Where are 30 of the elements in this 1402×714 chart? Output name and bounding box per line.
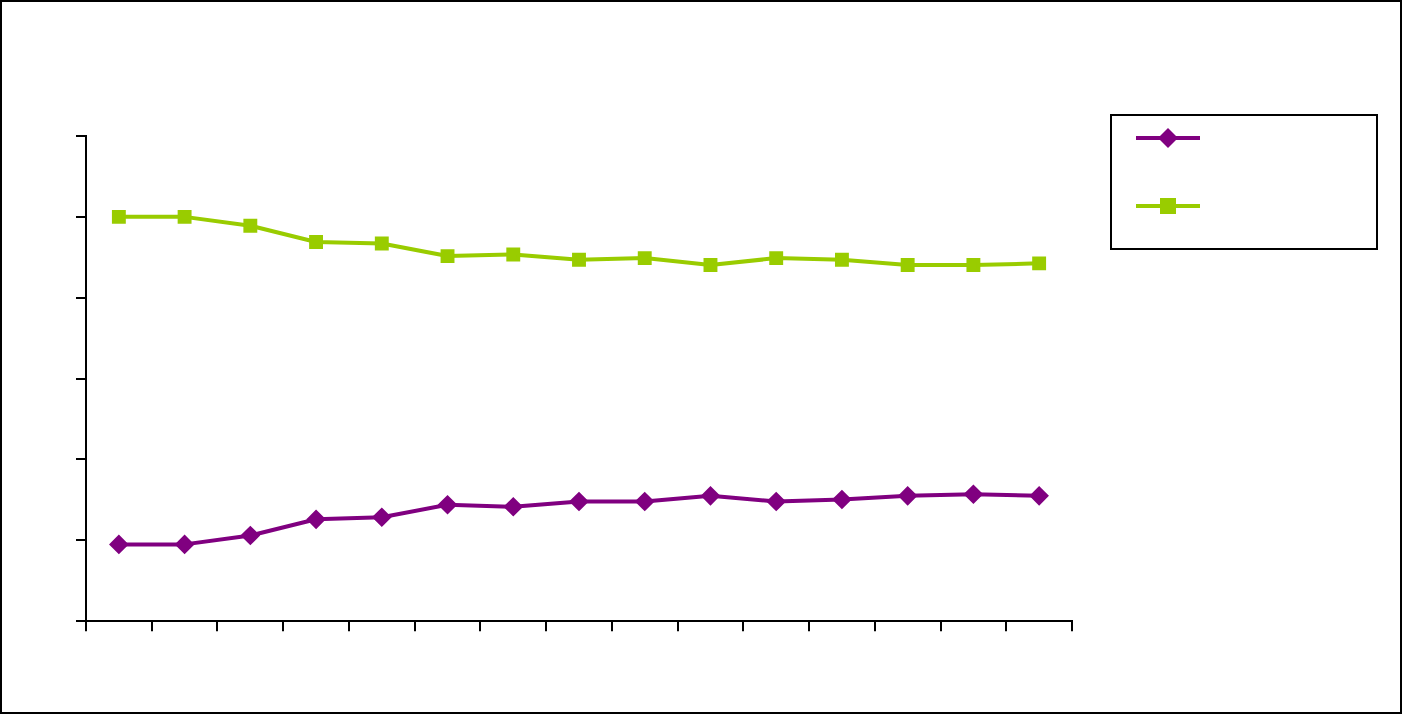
point bbox=[572, 252, 586, 267]
point bbox=[900, 258, 915, 272]
point bbox=[570, 492, 588, 511]
point bbox=[703, 258, 718, 272]
point bbox=[966, 258, 981, 272]
point bbox=[1030, 486, 1049, 505]
point bbox=[506, 247, 521, 262]
point bbox=[635, 492, 654, 511]
point bbox=[111, 209, 126, 224]
point bbox=[309, 234, 324, 249]
point bbox=[372, 508, 391, 527]
point bbox=[440, 249, 455, 264]
point bbox=[1032, 256, 1047, 271]
point bbox=[241, 526, 260, 545]
point bbox=[504, 497, 523, 516]
point bbox=[374, 236, 389, 251]
point bbox=[175, 535, 194, 554]
point bbox=[898, 486, 917, 505]
point bbox=[177, 209, 192, 224]
point bbox=[438, 495, 457, 514]
point bbox=[109, 535, 128, 554]
point bbox=[769, 251, 784, 266]
point bbox=[637, 251, 652, 266]
point bbox=[307, 510, 326, 529]
point bbox=[834, 252, 849, 267]
point bbox=[243, 218, 258, 233]
point bbox=[832, 490, 851, 509]
point bbox=[964, 485, 983, 504]
point bbox=[701, 486, 720, 505]
point bbox=[767, 492, 786, 511]
